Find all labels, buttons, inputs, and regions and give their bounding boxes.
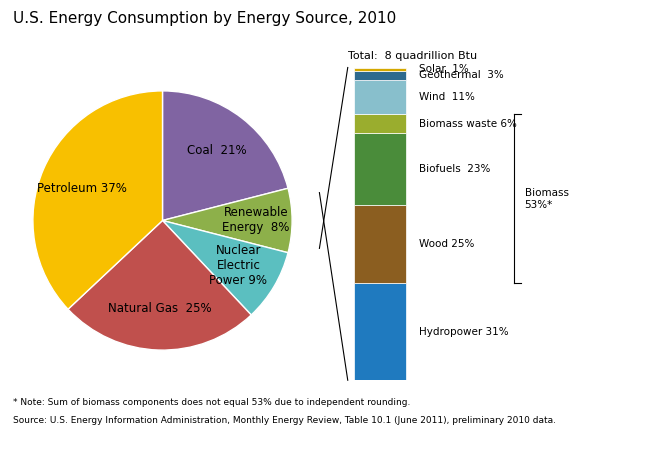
Wedge shape xyxy=(162,91,288,220)
Text: Geothermal  3%: Geothermal 3% xyxy=(419,70,504,80)
Text: Petroleum 37%: Petroleum 37% xyxy=(37,182,127,195)
Bar xyxy=(354,205,406,284)
Wedge shape xyxy=(33,91,162,309)
Text: Solar  1%: Solar 1% xyxy=(419,64,469,74)
Bar xyxy=(354,68,406,71)
Bar xyxy=(354,114,406,133)
Text: Biomass
53%*: Biomass 53%* xyxy=(525,188,569,210)
Text: Wood 25%: Wood 25% xyxy=(419,239,474,249)
Text: Natural Gas  25%: Natural Gas 25% xyxy=(108,302,211,315)
Text: U.S. Energy Consumption by Energy Source, 2010: U.S. Energy Consumption by Energy Source… xyxy=(13,11,396,26)
Text: * Note: Sum of biomass components does not equal 53% due to independent rounding: * Note: Sum of biomass components does n… xyxy=(13,398,410,407)
Text: Source: U.S. Energy Information Administration, Monthly Energy Review, Table 10.: Source: U.S. Energy Information Administ… xyxy=(13,416,556,425)
Text: Nuclear
Electric
Power 9%: Nuclear Electric Power 9% xyxy=(209,244,267,287)
Wedge shape xyxy=(68,220,251,350)
Text: Wind  11%: Wind 11% xyxy=(419,92,475,102)
Text: Coal  21%: Coal 21% xyxy=(187,144,246,158)
Text: Biofuels  23%: Biofuels 23% xyxy=(419,164,491,174)
Wedge shape xyxy=(162,220,288,315)
Bar xyxy=(354,80,406,114)
Text: Total:  8 quadrillion Btu: Total: 8 quadrillion Btu xyxy=(348,51,477,61)
Text: Biomass waste 6%: Biomass waste 6% xyxy=(419,119,517,129)
Bar xyxy=(354,71,406,80)
Text: Hydropower 31%: Hydropower 31% xyxy=(419,327,509,337)
Text: Renewable
Energy  8%: Renewable Energy 8% xyxy=(222,207,289,234)
Bar xyxy=(354,133,406,205)
Bar xyxy=(354,284,406,380)
Wedge shape xyxy=(162,188,292,253)
